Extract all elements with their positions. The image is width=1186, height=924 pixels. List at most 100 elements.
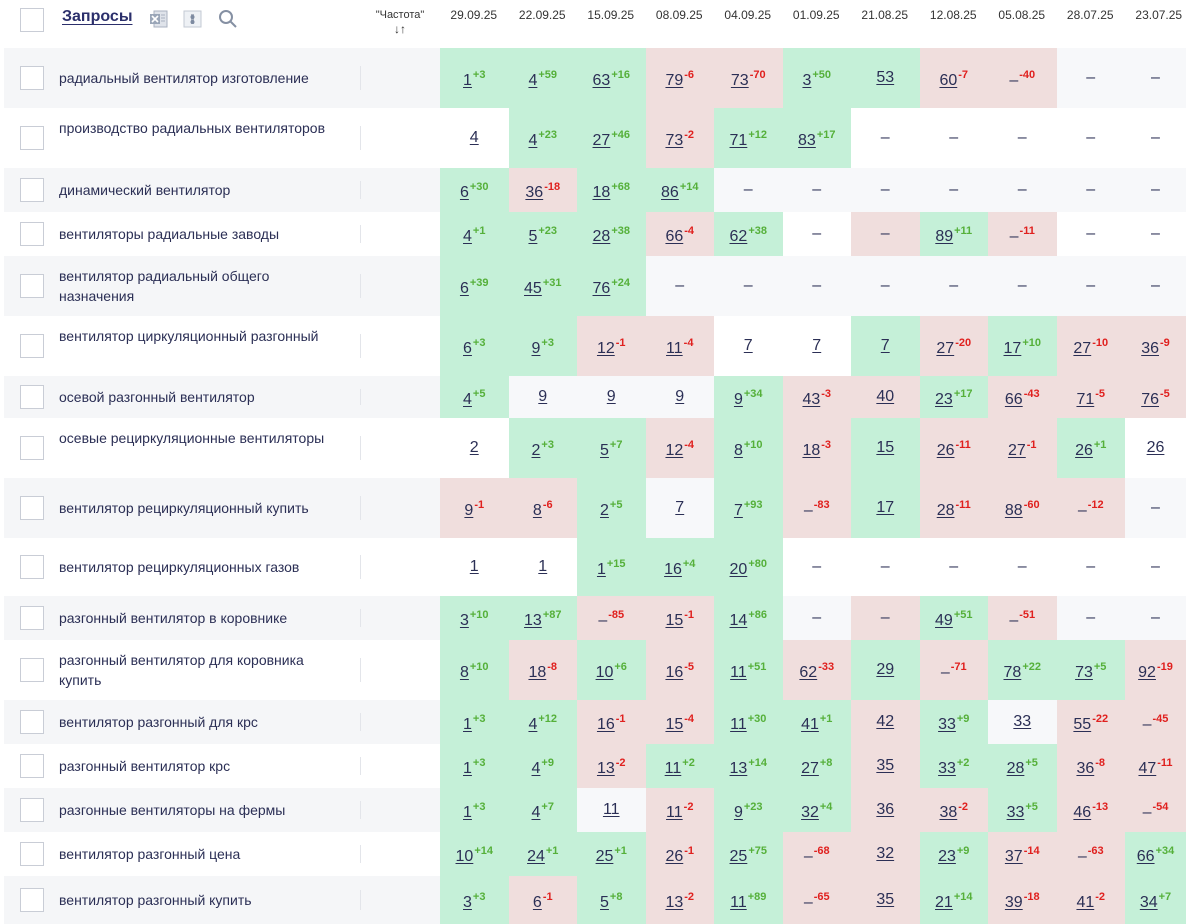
position-link[interactable]: 33 (1006, 804, 1025, 821)
position-link[interactable]: 7 (733, 502, 743, 519)
position-link[interactable]: 8 (532, 502, 542, 519)
position-link[interactable]: 45 (524, 280, 542, 297)
position-link[interactable]: 9 (538, 388, 548, 405)
position-link[interactable]: 9 (733, 804, 743, 821)
position-link[interactable]: 14 (729, 612, 748, 629)
position-link[interactable]: 27 (936, 340, 955, 357)
position-link[interactable]: 6 (459, 184, 469, 201)
position-link[interactable]: 55 (1073, 716, 1092, 733)
position-link[interactable]: 4 (531, 804, 541, 821)
date-column-header[interactable]: 23.07.25 (1135, 8, 1183, 22)
position-link[interactable]: 88 (1004, 502, 1023, 519)
date-column-header[interactable]: 29.09.25 (450, 8, 498, 22)
date-column-header[interactable]: 05.08.25 (998, 8, 1046, 22)
position-link[interactable]: 16 (596, 716, 615, 733)
position-link[interactable]: 6 (459, 280, 469, 297)
position-link[interactable]: 1 (538, 558, 548, 575)
position-link[interactable]: 21 (935, 894, 953, 911)
position-link[interactable]: 66 (665, 228, 684, 245)
row-checkbox[interactable] (20, 126, 44, 150)
position-link[interactable]: 9 (606, 388, 616, 405)
position-link[interactable]: 36 (525, 184, 544, 201)
position-link[interactable]: 62 (729, 228, 748, 245)
position-link[interactable]: 32 (801, 804, 819, 821)
queries-column-title[interactable]: Запросы (62, 8, 133, 25)
position-link[interactable]: 34 (1139, 894, 1158, 911)
position-link[interactable]: 2 (531, 442, 541, 459)
position-link[interactable]: 12 (665, 442, 684, 459)
position-link[interactable]: 4 (528, 132, 538, 149)
position-link[interactable]: 8 (733, 442, 743, 459)
position-link[interactable]: 41 (1076, 894, 1095, 911)
position-link[interactable]: 4 (463, 391, 472, 408)
position-link[interactable]: 36 (876, 801, 895, 818)
date-column-header[interactable]: 01.09.25 (792, 8, 840, 22)
position-link[interactable]: 28 (592, 228, 611, 245)
excel-export-icon[interactable] (149, 10, 168, 28)
position-link[interactable]: 26 (665, 848, 684, 865)
position-link[interactable]: 89 (935, 228, 954, 245)
row-checkbox[interactable] (20, 222, 44, 246)
position-link[interactable]: 26 (1146, 439, 1165, 456)
position-link[interactable]: 35 (876, 757, 895, 774)
position-link[interactable]: 63 (592, 72, 611, 89)
position-link[interactable]: 36 (1141, 340, 1159, 357)
position-link[interactable]: 9 (733, 391, 743, 408)
position-link[interactable]: 11 (730, 894, 747, 911)
position-link[interactable]: 43 (802, 391, 821, 408)
position-link[interactable]: 20 (729, 561, 748, 578)
position-link[interactable]: 9 (464, 502, 474, 519)
position-link[interactable]: 13 (596, 760, 615, 777)
position-link[interactable]: 35 (876, 891, 895, 908)
position-link[interactable]: 29 (876, 661, 895, 678)
position-link[interactable]: 18 (592, 184, 611, 201)
position-link[interactable]: 13 (524, 612, 542, 629)
row-checkbox[interactable] (20, 555, 44, 579)
position-link[interactable]: 11 (666, 804, 683, 821)
position-link[interactable]: 76 (1141, 391, 1159, 408)
position-link[interactable]: 4 (531, 760, 541, 777)
date-column-header[interactable]: 21.08.25 (861, 8, 909, 22)
position-link[interactable]: 6 (463, 340, 472, 357)
position-link[interactable]: 25 (595, 848, 614, 865)
position-link[interactable]: 71 (1076, 391, 1095, 408)
position-link[interactable]: 49 (935, 612, 953, 629)
position-link[interactable]: 4 (528, 72, 538, 89)
position-link[interactable]: 4 (463, 228, 472, 245)
position-link[interactable]: 15 (876, 439, 895, 456)
position-link[interactable]: 18 (802, 442, 821, 459)
position-link[interactable]: 13 (665, 894, 684, 911)
position-link[interactable]: 16 (664, 561, 682, 578)
position-link[interactable]: 10 (455, 848, 474, 865)
position-link[interactable]: 41 (801, 716, 819, 733)
select-all-checkbox[interactable] (20, 8, 44, 32)
position-link[interactable]: 1 (463, 716, 472, 733)
position-link[interactable]: 28 (1006, 760, 1025, 777)
date-column-header[interactable]: 04.09.25 (724, 8, 772, 22)
position-link[interactable]: 60 (939, 72, 958, 89)
position-link[interactable]: 38 (939, 804, 958, 821)
position-link[interactable]: 13 (729, 760, 748, 777)
position-link[interactable]: 1 (469, 558, 479, 575)
position-link[interactable]: 12 (596, 340, 615, 357)
position-link[interactable]: 7 (812, 337, 822, 354)
position-link[interactable]: 27 (592, 132, 611, 149)
position-link[interactable]: 42 (876, 713, 895, 730)
position-link[interactable]: 3 (802, 72, 812, 89)
position-link[interactable]: 78 (1003, 664, 1022, 681)
position-link[interactable]: 9 (531, 340, 541, 357)
position-link[interactable]: 5 (600, 894, 609, 911)
position-link[interactable]: 83 (798, 132, 816, 149)
position-link[interactable]: 7 (880, 337, 890, 354)
row-checkbox[interactable] (20, 178, 44, 202)
frequency-column-header[interactable]: "Частота" ↓↑ (362, 8, 438, 36)
position-link[interactable]: 33 (938, 760, 956, 777)
date-column-header[interactable]: 08.09.25 (655, 8, 703, 22)
position-link[interactable]: 46 (1073, 804, 1092, 821)
search-icon[interactable] (218, 9, 238, 29)
position-link[interactable]: 27 (1007, 442, 1026, 459)
position-link[interactable]: 2 (469, 439, 479, 456)
position-link[interactable]: 26 (1075, 442, 1093, 459)
position-link[interactable]: 3 (463, 894, 472, 911)
date-column-header[interactable]: 22.09.25 (518, 8, 566, 22)
